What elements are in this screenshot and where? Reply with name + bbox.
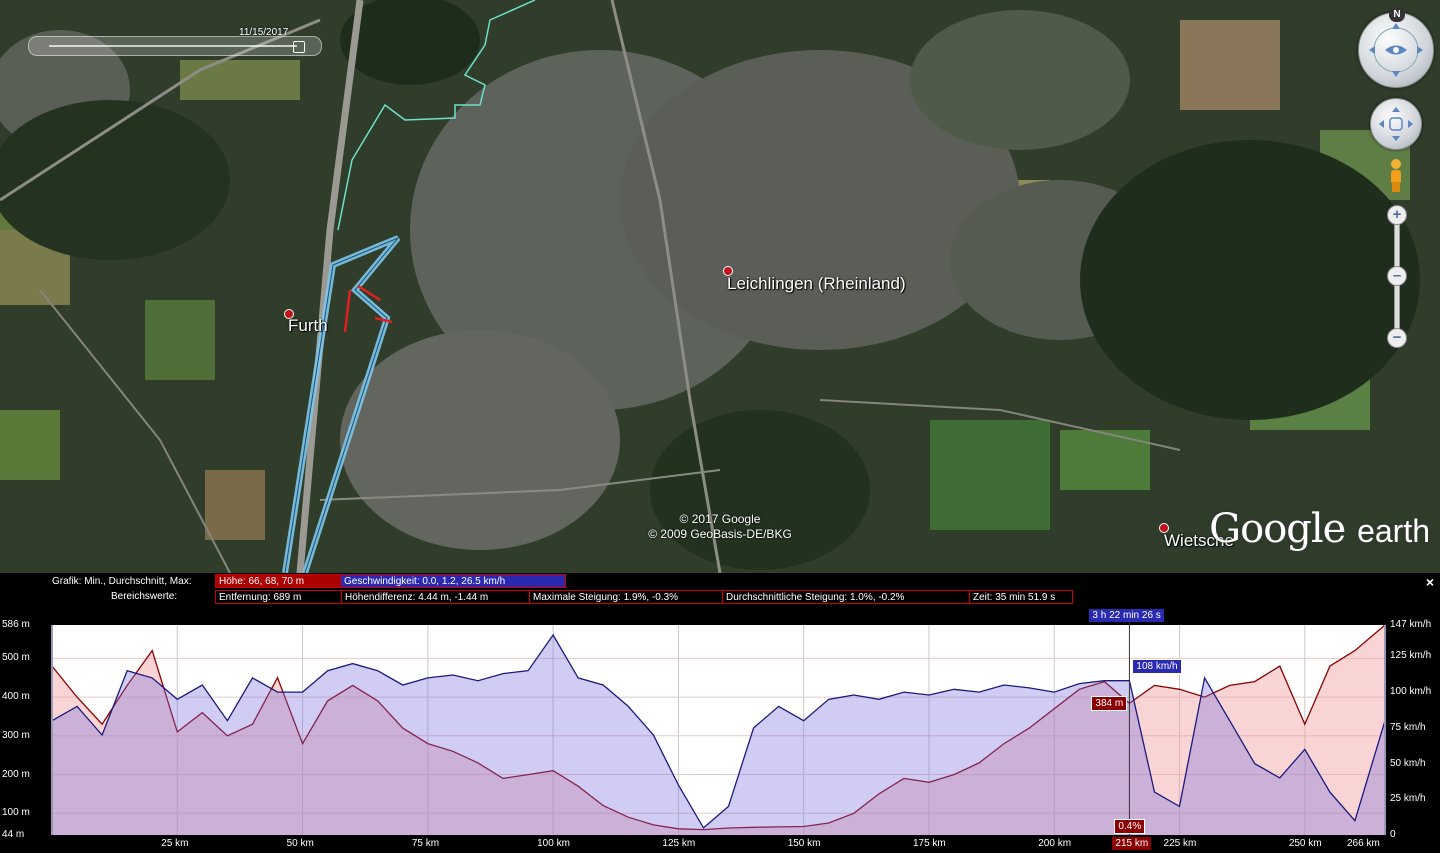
x-tick: 200 km [1038, 838, 1072, 849]
series-line-elevation [51, 624, 1386, 831]
compass-north[interactable]: N [1389, 8, 1405, 22]
x-tick: 175 km [912, 838, 946, 849]
place-label-leichlingen[interactable]: Leichlingen (Rheinland) [727, 274, 906, 293]
satellite-imagery [0, 0, 1440, 573]
close-profile-button[interactable]: × [1425, 574, 1434, 590]
x-tick: 125 km [662, 838, 696, 849]
time-stat: Zeit: 35 min 51.9 s [969, 590, 1073, 604]
elevation-diff-stat: Höhendifferenz: 4.44 m, -1.44 m [341, 590, 530, 604]
logo-brand: Google [1209, 506, 1346, 552]
time-slider-track[interactable] [49, 45, 297, 47]
place-label-furth[interactable]: Furth [288, 316, 328, 335]
time-slider-handle[interactable] [293, 41, 305, 53]
y-tick-left: 100 m [2, 807, 30, 819]
cursor-time-tag: 3 h 22 min 26 s [1089, 609, 1164, 622]
cursor-slope-tag: 0.4% [1114, 819, 1146, 834]
move-control[interactable] [1370, 98, 1422, 150]
place-marker-icon[interactable] [1159, 523, 1169, 533]
y-tick-left: 586 m [2, 619, 30, 630]
x-tick: 100 km [537, 838, 570, 849]
copyright-line: © 2017 Google [679, 512, 761, 526]
y-tick-right: 50 km/h [1390, 757, 1426, 769]
range-values-label: Bereichswerte: [111, 591, 178, 602]
x-tick: 250 km [1288, 838, 1322, 849]
x-tick: 266 km [1347, 838, 1380, 849]
cursor-speed-tag: 108 km/h [1132, 658, 1182, 674]
y-tick-right: 125 km/h [1390, 650, 1432, 662]
y-tick-left: 44 m [2, 829, 25, 840]
x-tick: 50 km [286, 838, 314, 849]
x-tick: 25 km [161, 838, 189, 849]
series-area-speed [52, 635, 1385, 835]
zoom-in-button[interactable]: + [1387, 205, 1407, 225]
time-slider[interactable]: 11/15/2017 [28, 27, 322, 56]
x-tick: 150 km [787, 838, 821, 849]
y-tick-left: 500 m [2, 652, 30, 664]
x-tick: 75 km [411, 838, 440, 849]
elevation-speed-chart[interactable] [0, 611, 1440, 853]
y-tick-right: 75 km/h [1390, 721, 1426, 733]
avg-slope-stat: Durchschnittliche Steigung: 1.0%, -0.2% [722, 590, 970, 604]
x-tick: 225 km [1163, 838, 1197, 849]
look-control[interactable] [1358, 12, 1434, 88]
zoom-out-button[interactable]: − [1387, 328, 1407, 348]
max-slope-stat: Maximale Steigung: 1.9%, -0.3% [529, 590, 723, 604]
y-tick-right: 0 [1390, 829, 1396, 840]
place-marker-icon[interactable] [284, 309, 294, 319]
y-tick-left: 400 m [2, 691, 30, 703]
time-slider-date: 11/15/2017 [239, 27, 289, 38]
elevation-stat[interactable]: Höhe: 66, 68, 70 m [215, 574, 342, 588]
series-area-elevation [52, 625, 1385, 835]
place-marker-icon[interactable] [723, 266, 733, 276]
y-tick-left: 200 m [2, 768, 30, 780]
pegman-icon[interactable] [1389, 158, 1403, 192]
hand-icon [1379, 107, 1413, 141]
cursor-elevation-tag: 384 m [1091, 696, 1128, 712]
x-tick-cursor: 215 km [1112, 837, 1152, 850]
imagery-copyright: © 2017 Google © 2009 GeoBasis-DE/BKG [630, 512, 810, 542]
y-tick-left: 300 m [2, 729, 30, 741]
series-line-speed [51, 633, 1386, 829]
copyright-line: © 2009 GeoBasis-DE/BKG [648, 527, 792, 541]
eye-icon [1369, 23, 1423, 77]
y-tick-right: 147 km/h [1390, 619, 1432, 630]
distance-stat: Entfernung: 689 m [215, 590, 342, 604]
speed-stat[interactable]: Geschwindigkeit: 0.0, 1.2, 26.5 km/h [340, 574, 566, 588]
google-earth-logo: Google earth [1209, 506, 1430, 552]
place-label-wietsche[interactable]: Wietsche [1164, 531, 1234, 550]
logo-product: earth [1357, 513, 1430, 549]
y-tick-right: 100 km/h [1390, 686, 1432, 698]
y-tick-right: 25 km/h [1390, 793, 1426, 805]
map-view[interactable]: 11/15/2017 Furth Leichlingen (Rheinland)… [0, 0, 1440, 573]
zoom-slider-handle[interactable]: – [1387, 266, 1407, 286]
graph-stats-label: Grafik: Min., Durchschnitt, Max: [52, 576, 192, 587]
